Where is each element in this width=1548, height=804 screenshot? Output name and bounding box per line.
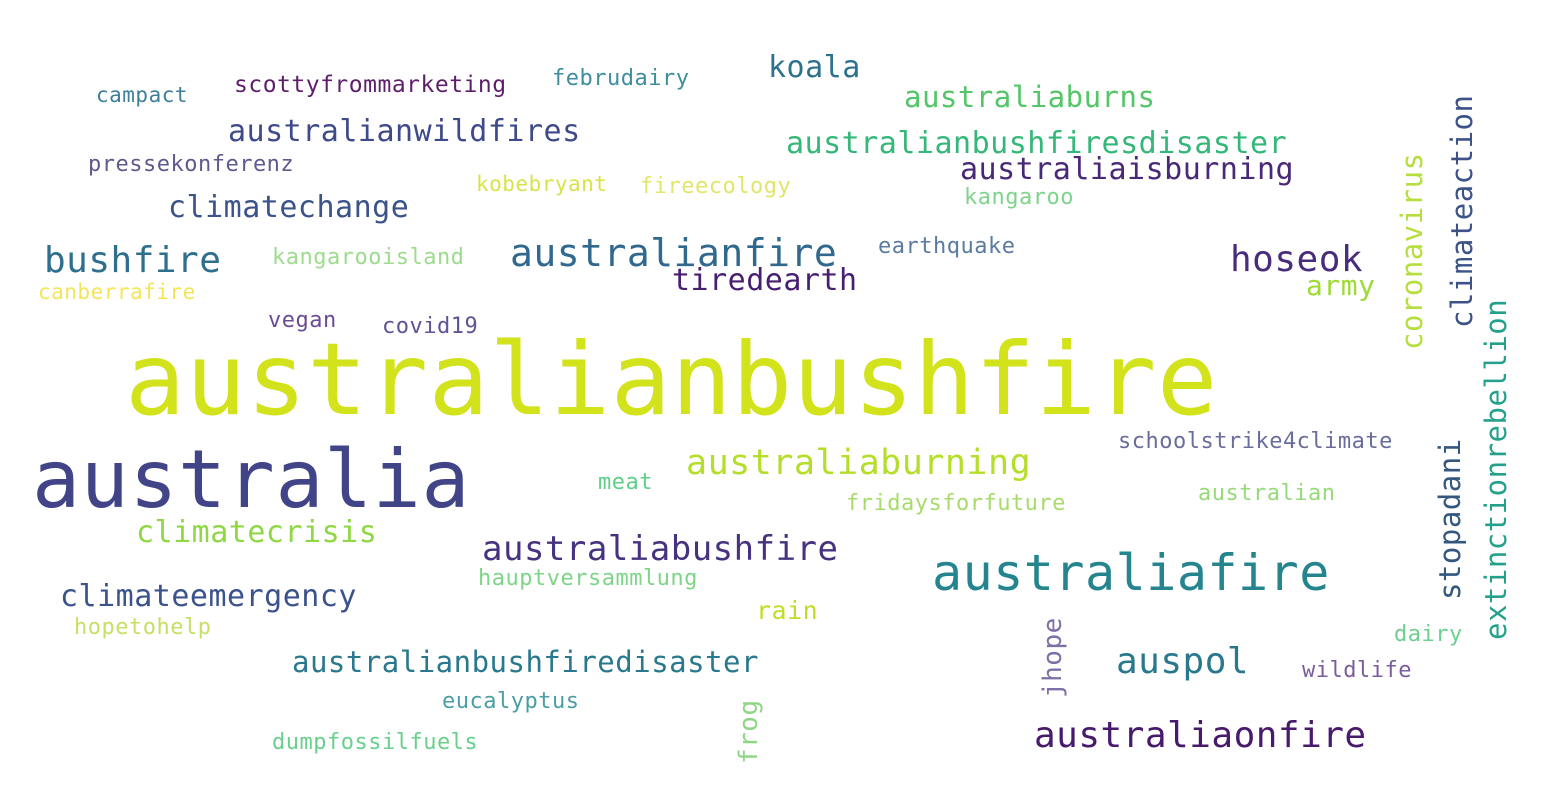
word-koala: koala (768, 50, 861, 85)
word-australiaonfire: australiaonfire (1034, 715, 1367, 756)
word-climatechange: climatechange (168, 190, 410, 225)
word-australianbushfiresdisaster: australianbushfiresdisaster (786, 126, 1288, 161)
word-fireecology: fireecology (640, 174, 792, 199)
word-jhope: jhope (1038, 617, 1068, 698)
word-extinctionrebellion: extinctionrebellion (1479, 298, 1513, 640)
word-campact: campact (96, 83, 189, 107)
word-februdairy: februdairy (552, 66, 690, 91)
word-canberrafire: canberrafire (38, 280, 196, 304)
word-australiaburns: australiaburns (904, 80, 1156, 114)
word-australianbushfire: australianbushfire (125, 321, 1218, 438)
word-hauptversammlung: hauptversammlung (478, 566, 698, 591)
word-rain: rain (756, 596, 819, 625)
word-army: army (1306, 269, 1376, 302)
word-earthquake: earthquake (878, 234, 1016, 259)
word-fridaysforfuture: fridaysforfuture (846, 491, 1066, 516)
word-australianwildfires: australianwildfires (228, 114, 581, 149)
word-australiaburning: australiaburning (686, 443, 1032, 483)
word-kobebryant: kobebryant (476, 172, 608, 196)
word-vegan: vegan (268, 308, 337, 333)
word-australiafire: australiafire (932, 544, 1330, 602)
word-hoseok: hoseok (1230, 239, 1364, 280)
word-climateemergency: climateemergency (60, 579, 357, 614)
word-scottyfrommarketing: scottyfrommarketing (234, 72, 507, 98)
word-coronavirus: coronavirus (1395, 152, 1429, 350)
word-australiabushfire: australiabushfire (482, 529, 839, 569)
word-dumpfossilfuels: dumpfossilfuels (272, 730, 479, 755)
word-australiaisburning: australiaisburning (960, 152, 1295, 187)
word-australianfire: australianfire (510, 231, 838, 275)
word-hopetohelp: hopetohelp (74, 615, 212, 640)
word-meat: meat (598, 470, 653, 495)
word-australian: australian (1198, 481, 1336, 506)
word-tiredearth: tiredearth (672, 263, 858, 298)
word-kangarooisland: kangarooisland (272, 245, 465, 270)
word-frog: frog (734, 699, 764, 764)
word-dairy: dairy (1394, 622, 1463, 647)
word-kangaroo: kangaroo (964, 185, 1074, 210)
word-australianbushfiredisaster: australianbushfiredisaster (292, 645, 759, 679)
word-auspol: auspol (1116, 641, 1250, 682)
word-climatecrisis: climatecrisis (136, 515, 378, 550)
word-covid19: covid19 (382, 314, 479, 339)
word-schoolstrike4climate: schoolstrike4climate (1118, 429, 1393, 454)
word-australia: australia (32, 433, 470, 526)
word-bushfire: bushfire (44, 240, 222, 281)
word-climateaction: climateaction (1445, 94, 1479, 328)
word-eucalyptus: eucalyptus (442, 689, 580, 714)
word-stopadani: stopadani (1433, 438, 1467, 600)
word-pressekonferenz: pressekonferenz (88, 152, 295, 177)
word-wildlife: wildlife (1302, 658, 1412, 683)
